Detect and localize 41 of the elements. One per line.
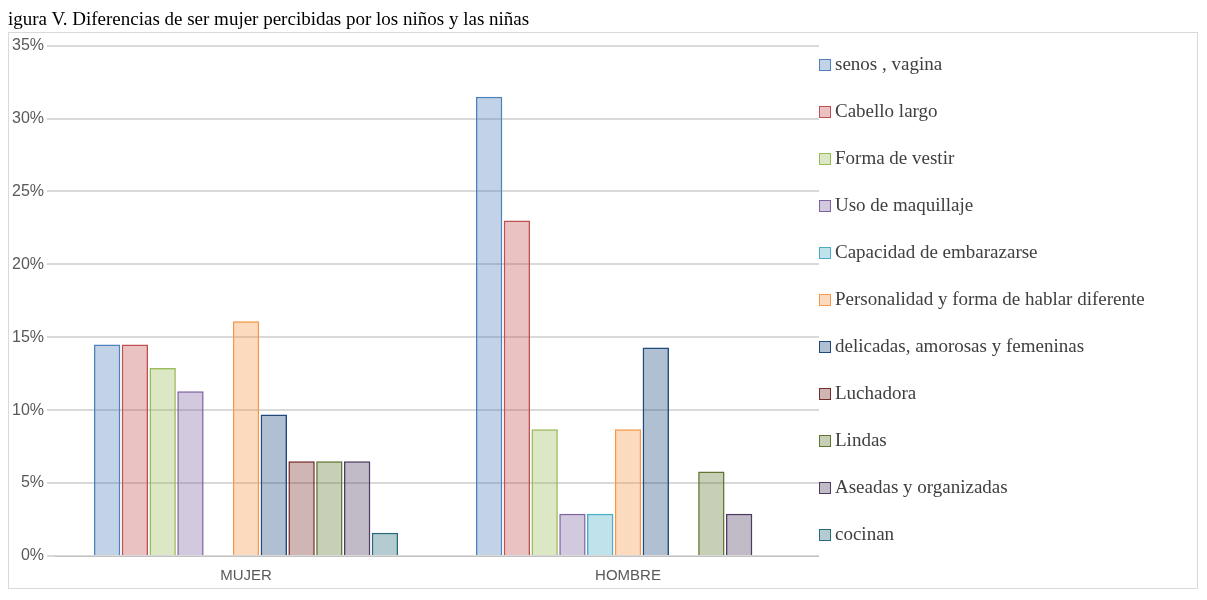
legend-label: Lindas	[835, 429, 887, 451]
bar	[343, 461, 371, 555]
bar	[475, 96, 503, 555]
x-tick-label: HOMBRE	[595, 566, 661, 584]
y-tick-label: 10%	[11, 400, 45, 418]
y-tick-label: 20%	[11, 254, 45, 272]
legend-label: Uso de maquillaje	[835, 194, 974, 216]
y-tick-label: 5%	[20, 473, 45, 491]
bar	[559, 513, 586, 555]
legend-label: delicadas, amorosas y femeninas	[835, 335, 1085, 357]
bar	[503, 220, 531, 555]
bar	[725, 513, 753, 555]
bar	[260, 414, 287, 555]
bar	[288, 461, 315, 555]
bar	[149, 367, 176, 555]
bar	[371, 532, 399, 555]
legend-label: cocinan	[835, 523, 895, 545]
bar	[177, 391, 204, 555]
bar	[587, 513, 614, 555]
legend-label: Forma de vestir	[835, 147, 955, 169]
y-tick-label: 35%	[11, 36, 45, 54]
legend-label: Luchadora	[835, 382, 917, 404]
bar	[232, 321, 260, 555]
y-tick-label: 0%	[20, 546, 45, 564]
bar	[642, 347, 669, 555]
legend-label: Cabello largo	[835, 100, 938, 122]
legend-label: senos , vagina	[835, 53, 943, 75]
legend-label: Personalidad y forma de hablar diferente	[835, 288, 1145, 310]
legend-label: Aseadas y organizadas	[835, 476, 1008, 498]
bar	[93, 344, 121, 555]
bar	[531, 429, 558, 555]
x-tick-label: MUJER	[220, 566, 273, 584]
bar	[316, 461, 343, 555]
bar	[614, 429, 642, 555]
chart-title: igura V. Diferencias de ser mujer percibidas por los niños y las niñas	[8, 8, 531, 30]
bar	[121, 344, 149, 555]
bar	[698, 471, 725, 555]
y-tick-label: 15%	[11, 327, 45, 345]
y-tick-label: 30%	[11, 108, 45, 126]
legend-label: Capacidad de embarazarse	[835, 241, 1038, 263]
y-tick-label: 25%	[11, 181, 45, 199]
